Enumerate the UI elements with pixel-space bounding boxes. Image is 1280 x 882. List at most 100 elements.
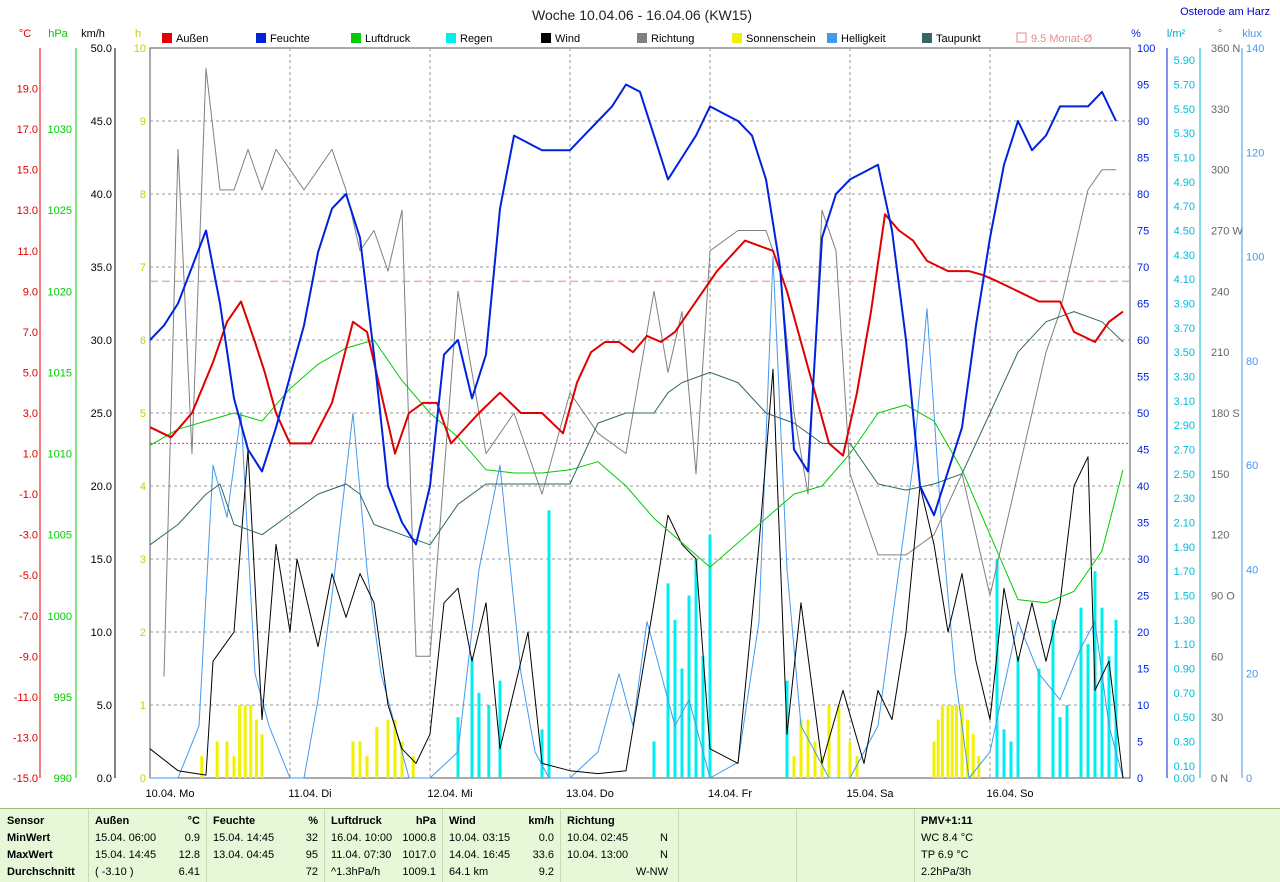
sunshine-tick: 5 bbox=[140, 408, 146, 420]
brightness-tick: 100 bbox=[1246, 252, 1264, 264]
wind-tick: 20.0 bbox=[91, 481, 112, 493]
sunshine-tick: 0 bbox=[140, 773, 146, 785]
sunshine-bar bbox=[254, 719, 258, 778]
humidity-tick: 50 bbox=[1137, 408, 1149, 420]
humidity-tick: 100 bbox=[1137, 43, 1155, 55]
sunshine-bar bbox=[960, 705, 964, 778]
rain-tick: 2.90 bbox=[1174, 420, 1195, 432]
direction-tick: 30 bbox=[1211, 712, 1223, 724]
temp-tick: 3.0 bbox=[23, 408, 38, 420]
legend-label-richtung: Richtung bbox=[651, 33, 694, 45]
rain-bar bbox=[666, 583, 670, 778]
temp-tick: 9.0 bbox=[23, 286, 38, 298]
humidity-tick: 45 bbox=[1137, 445, 1149, 457]
humidity-tick: 20 bbox=[1137, 627, 1149, 639]
brightness-tick: 60 bbox=[1246, 460, 1258, 472]
sunshine-bar bbox=[400, 741, 404, 778]
stats-row-max: MaxWert bbox=[7, 849, 53, 861]
humidity-tick: 25 bbox=[1137, 591, 1149, 603]
sunshine-bar bbox=[792, 756, 796, 778]
rain-tick: 0.70 bbox=[1174, 688, 1195, 700]
pressure-tick: 1020 bbox=[48, 286, 72, 298]
sunshine-tick: 2 bbox=[140, 627, 146, 639]
stats-wind-title: Wind bbox=[449, 815, 476, 827]
legend-swatch-helligkeit bbox=[827, 33, 837, 43]
dewpoint-line bbox=[149, 311, 1124, 546]
rain-bar bbox=[547, 510, 551, 778]
rain-bar bbox=[477, 692, 481, 778]
brightness-tick: 140 bbox=[1246, 43, 1264, 55]
rain-bar bbox=[1100, 607, 1104, 778]
stats-wind-min-time: 10.04. 03:15 bbox=[449, 832, 511, 844]
stats-feuchte-max-value: 95 bbox=[305, 849, 318, 861]
stats-feuchte-avg-value: 72 bbox=[305, 866, 318, 878]
humidity-tick: 75 bbox=[1137, 226, 1149, 238]
brightness-tick: 40 bbox=[1246, 564, 1258, 576]
humidity-line bbox=[149, 83, 1117, 546]
legend-label-sonnenschein: Sonnenschein bbox=[746, 33, 816, 45]
sunshine-tick: 9 bbox=[140, 116, 146, 128]
sunshine-bar bbox=[393, 719, 397, 778]
rain-bar bbox=[1051, 619, 1055, 778]
legend-swatch-richtung bbox=[637, 33, 647, 43]
stats-feuchte-max-time: 13.04. 04:45 bbox=[213, 849, 275, 861]
humidity-tick: 95 bbox=[1137, 80, 1149, 92]
stats-luftdruck-avg-value: 1009.1 bbox=[402, 866, 436, 878]
rain-tick: 0.00 bbox=[1174, 773, 1195, 785]
stats-feuchte-min-value: 32 bbox=[305, 832, 318, 844]
rain-tick: 5.90 bbox=[1174, 55, 1195, 67]
rain-tick: 3.50 bbox=[1174, 347, 1195, 359]
stats-wind-max-value: 33.6 bbox=[532, 849, 554, 861]
stats-feuchte-title: Feuchte bbox=[213, 815, 256, 827]
stats-luftdruck-max-value: 1017.0 bbox=[402, 849, 436, 861]
brightness-tick: 20 bbox=[1246, 669, 1258, 681]
stats-wind-avg-value: 9.2 bbox=[538, 866, 554, 878]
rain-bar bbox=[498, 680, 502, 778]
stats-aussen-column: Außen °C 15.04. 06:00 0.9 15.04. 14:45 1… bbox=[88, 809, 206, 882]
stats-pmv-taupunkt: TP 6.9 °C bbox=[921, 849, 969, 861]
stats-aussen-min-value: 0.9 bbox=[184, 832, 200, 844]
humidity-tick: 30 bbox=[1137, 554, 1149, 566]
stats-feuchte-min-time: 15.04. 14:45 bbox=[213, 832, 275, 844]
unit-label-pressure: hPa bbox=[48, 28, 68, 40]
direction-tick: 360 N bbox=[1211, 43, 1240, 55]
temp-tick: 5.0 bbox=[23, 367, 38, 379]
pressure-tick: 1025 bbox=[48, 205, 72, 217]
stats-feuchte-column: Feuchte % 15.04. 14:45 32 13.04. 04:45 9… bbox=[206, 809, 324, 882]
rain-bar bbox=[1037, 668, 1041, 778]
sunshine-bar bbox=[954, 705, 958, 778]
legend-label-luftdruck: Luftdruck bbox=[365, 33, 411, 45]
axis-unit-labels: °C hPa km/h h% l/m² ° klux bbox=[19, 28, 1262, 40]
sunshine-bar bbox=[932, 741, 936, 778]
sunshine-bar bbox=[940, 705, 944, 778]
location-label: Osterode am Harz bbox=[1180, 6, 1270, 18]
stats-wind-unit: km/h bbox=[528, 815, 554, 827]
rain-bar bbox=[995, 559, 999, 778]
stats-pmv-title: PMV+1:11 bbox=[921, 815, 973, 827]
left-axes: 19.017.015.013.011.09.07.05.03.01.0-1.0-… bbox=[13, 43, 146, 785]
rain-tick: 1.10 bbox=[1174, 639, 1195, 651]
sunshine-tick: 7 bbox=[140, 262, 146, 274]
stats-richtung-max-value: N bbox=[660, 849, 668, 861]
sunshine-bar bbox=[813, 741, 817, 778]
legend-swatch-sonnenschein bbox=[732, 33, 742, 43]
line-series bbox=[149, 67, 1124, 779]
pressure-tick: 1030 bbox=[48, 124, 72, 136]
sunshine-bar bbox=[946, 705, 950, 778]
humidity-tick: 10 bbox=[1137, 700, 1149, 712]
legend-swatch-taupunkt bbox=[922, 33, 932, 43]
x-tick-label: 10.04. Mo bbox=[146, 788, 195, 800]
stats-richtung-max-time: 10.04. 13:00 bbox=[567, 849, 629, 861]
humidity-tick: 40 bbox=[1137, 481, 1149, 493]
stats-luftdruck-max-time: 11.04. 07:30 bbox=[331, 849, 392, 861]
unit-label-humidity: % bbox=[1131, 28, 1141, 40]
rain-tick: 0.50 bbox=[1174, 712, 1195, 724]
stats-luftdruck-title: Luftdruck bbox=[331, 815, 382, 827]
sunshine-bar bbox=[375, 726, 379, 778]
rain-tick: 5.10 bbox=[1174, 153, 1195, 165]
stats-aussen-title: Außen bbox=[95, 815, 130, 827]
rain-tick: 3.30 bbox=[1174, 372, 1195, 384]
rain-bar bbox=[487, 705, 491, 778]
statistics-table: Sensor MinWert MaxWert Durchschnitt Auße… bbox=[0, 808, 1280, 882]
humidity-tick: 70 bbox=[1137, 262, 1149, 274]
